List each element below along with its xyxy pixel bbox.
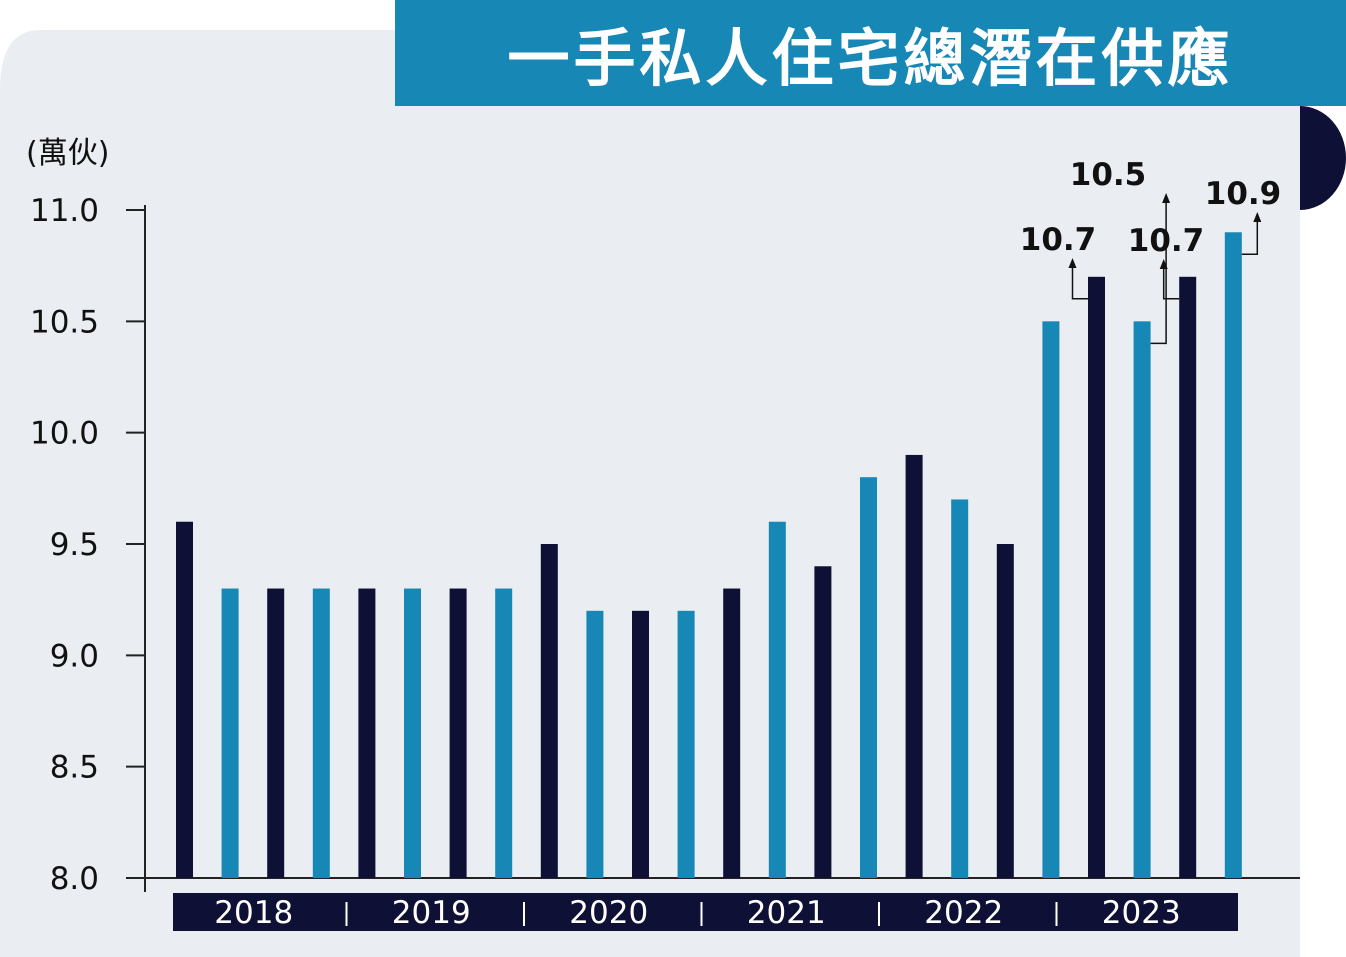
y-tick-label: 10.0 [30,416,99,452]
year-band [173,893,1238,931]
annotation-connector [1241,214,1259,256]
bar [768,521,786,878]
bar [404,588,421,878]
bar [221,588,239,878]
y-tick-label: 8.5 [50,750,99,786]
bar [540,544,558,878]
data-label: 10.7 [1020,222,1097,258]
data-label: 10.5 [1070,157,1147,193]
annotation-connector [1150,195,1167,345]
bar [1088,276,1105,878]
bar [1179,276,1197,878]
bar [495,588,513,878]
bar [951,499,969,878]
bar [176,521,193,878]
bar [905,454,923,878]
chart-title: 一手私人住宅總潛在供應 [395,0,1346,106]
data-label: 10.9 [1205,176,1282,212]
year-label: 2022 [924,895,1003,931]
bar [1224,232,1242,878]
y-tick-label: 8.0 [50,861,99,897]
bar [1042,321,1060,878]
annotation-arrowhead [1159,259,1168,269]
y-tick-label: 10.5 [30,304,99,340]
year-label: 2021 [747,895,826,931]
bar [860,477,877,878]
annotation-connector [1071,260,1088,300]
year-label: 2018 [214,895,293,931]
annotation-arrowhead [1162,193,1171,203]
year-label: 2020 [569,895,648,931]
annotation-connector [1162,261,1180,300]
bar [632,610,649,878]
y-tick-label: 9.5 [50,527,99,563]
annotation-arrowhead [1253,212,1262,222]
y-tick-label: 9.0 [50,638,99,674]
bar [449,588,467,878]
bar [677,610,695,878]
decorative-corner-shape [1300,106,1346,210]
bar [996,544,1014,878]
y-axis-unit-label: (萬伙) [26,136,110,171]
bar [586,610,604,878]
annotation-arrowhead [1068,258,1077,268]
bar [1133,321,1151,878]
bar [814,566,832,878]
bar [267,588,285,878]
bar [723,588,741,878]
y-tick-label: 11.0 [30,193,99,229]
bar [358,588,376,878]
year-label: 2023 [1102,895,1181,931]
year-label: 2019 [392,895,471,931]
data-label: 10.7 [1128,223,1205,259]
bar [312,588,330,878]
